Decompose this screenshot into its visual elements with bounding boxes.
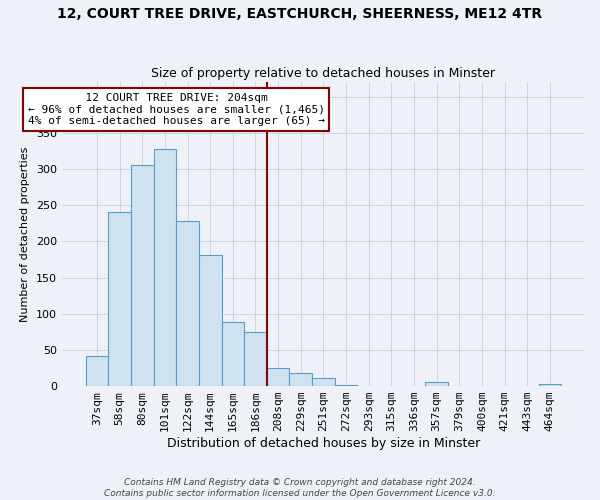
- Bar: [335, 384, 358, 386]
- Y-axis label: Number of detached properties: Number of detached properties: [20, 146, 31, 322]
- Bar: [267, 368, 289, 386]
- Bar: [244, 332, 267, 386]
- Bar: [176, 221, 199, 386]
- Bar: [86, 356, 108, 386]
- Text: Contains HM Land Registry data © Crown copyright and database right 2024.
Contai: Contains HM Land Registry data © Crown c…: [104, 478, 496, 498]
- Bar: [199, 255, 221, 386]
- Bar: [539, 384, 561, 386]
- Bar: [312, 378, 335, 386]
- Text: 12 COURT TREE DRIVE: 204sqm  
← 96% of detached houses are smaller (1,465)
4% of: 12 COURT TREE DRIVE: 204sqm ← 96% of det…: [28, 93, 325, 126]
- Bar: [289, 373, 312, 386]
- Bar: [131, 166, 154, 386]
- Bar: [108, 212, 131, 386]
- X-axis label: Distribution of detached houses by size in Minster: Distribution of detached houses by size …: [167, 437, 480, 450]
- Text: 12, COURT TREE DRIVE, EASTCHURCH, SHEERNESS, ME12 4TR: 12, COURT TREE DRIVE, EASTCHURCH, SHEERN…: [58, 8, 542, 22]
- Bar: [221, 322, 244, 386]
- Title: Size of property relative to detached houses in Minster: Size of property relative to detached ho…: [151, 66, 496, 80]
- Bar: [425, 382, 448, 386]
- Bar: [154, 150, 176, 386]
